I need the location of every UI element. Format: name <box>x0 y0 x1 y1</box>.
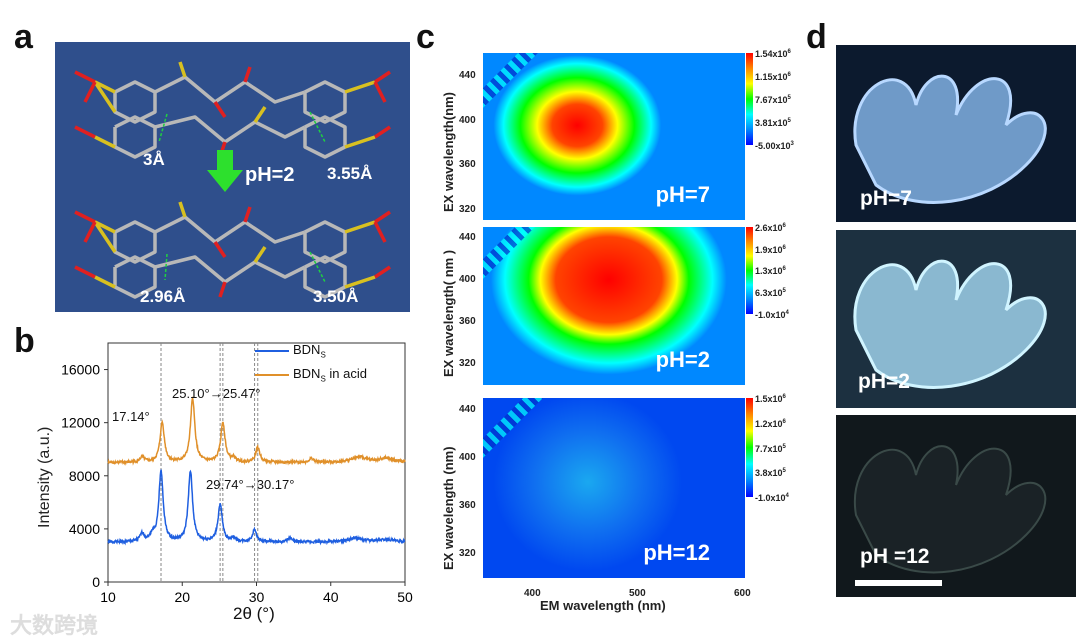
ph-label: pH=2 <box>655 347 710 372</box>
distance-label: 3Å <box>143 150 165 169</box>
y-tick: 360 <box>459 500 476 511</box>
ph-label: pH=7 <box>860 187 912 210</box>
leaf-photo-ph12: pH =12 <box>836 415 1076 597</box>
legend-entry: BDNS <box>255 342 326 360</box>
watermark: 大数跨境 <box>10 613 99 638</box>
x-tick: 600 <box>734 588 751 599</box>
colorbar-label: -5.00x103 <box>755 140 794 151</box>
y-tick-label: 8000 <box>69 468 100 484</box>
rayleigh-scatter-band <box>483 53 582 124</box>
panel-label-b: b <box>14 322 35 360</box>
y-tick: 320 <box>459 548 476 559</box>
peak-annotation: 25.10°→25.47° <box>172 386 261 401</box>
y-tick: 440 <box>459 231 476 243</box>
ph-label: pH =12 <box>860 545 930 568</box>
y-tick: 320 <box>459 357 476 369</box>
distance-label: 2.96Å <box>140 287 186 306</box>
colorbar-label: 2.6x106 <box>755 223 786 233</box>
y-axis-label: EX wavelength( nm ) <box>441 249 456 377</box>
ph-label: pH=7 <box>655 182 710 207</box>
eem-heatmap: pH=2 <box>483 227 745 385</box>
colorbar-label: 7.7x105 <box>755 443 786 454</box>
colorbar-label: 1.54x106 <box>755 49 791 59</box>
rayleigh-scatter-band <box>483 398 582 473</box>
y-tick-label: 0 <box>92 574 100 590</box>
colorbar <box>746 398 753 497</box>
leaf-photo-ph2: pH=2 <box>836 230 1076 408</box>
molecular-structure-panel: 3Å pH=2 3.55Å 2.96Å 3.50Å <box>55 42 410 312</box>
colorbar-label: 1.2x106 <box>755 418 786 429</box>
molecule-sticks <box>73 61 392 299</box>
legend-swatch <box>255 373 289 376</box>
panel-label-a: a <box>14 18 33 56</box>
distance-label: 3.50Å <box>313 287 359 306</box>
series-line-0 <box>107 469 406 546</box>
x-tick-label: 40 <box>323 589 339 605</box>
molecule-layer <box>74 61 391 159</box>
colorbar-label: -1.0x104 <box>755 309 789 320</box>
scale-bar <box>855 580 942 586</box>
peak-annotation: 29.74°→30.17° <box>206 477 295 492</box>
colorbar-label: 1.15x106 <box>755 71 791 82</box>
x-tick: 400 <box>524 588 541 599</box>
y-tick: 400 <box>459 452 476 463</box>
colorbar <box>746 227 753 314</box>
y-tick-label: 16000 <box>61 362 100 378</box>
leaf-photo-ph7: pH=7 <box>836 45 1076 222</box>
y-tick-label: 4000 <box>69 521 100 537</box>
eem-heatmap: pH=12 <box>483 398 745 578</box>
legend-swatch <box>255 349 289 352</box>
y-tick-label: 12000 <box>61 415 100 431</box>
y-axis-label: EX wavelength(nm) <box>441 92 456 212</box>
panel-label-c: c <box>416 18 435 56</box>
x-axis-label: EM wavelength (nm) <box>540 598 666 613</box>
colorbar-label: 3.81x105 <box>755 117 791 128</box>
colorbar-label: 6.3x105 <box>755 288 786 299</box>
ph-label: pH=2 <box>245 164 295 186</box>
y-tick: 440 <box>459 404 476 415</box>
xrd-chart: 10 20 30 40 50 0 4000 8000 12000 16000 <box>61 342 413 605</box>
y-axis-label: Intensity (a.u.) <box>36 426 53 528</box>
ph-label: pH=2 <box>858 370 910 393</box>
x-tick-label: 10 <box>100 589 116 605</box>
colorbar-label: 7.67x105 <box>755 94 791 105</box>
rayleigh-scatter-band <box>483 227 582 295</box>
x-axis-label: 2θ (°) <box>233 604 275 623</box>
colorbar-label: 1.5x106 <box>755 394 786 404</box>
colorbar-label: -1.0x104 <box>755 493 789 503</box>
y-tick: 360 <box>459 159 476 171</box>
legend-entry: BDNS in acid <box>255 366 367 384</box>
colorbar <box>746 53 753 145</box>
y-tick: 360 <box>459 315 476 327</box>
ph-label: pH=12 <box>643 540 710 565</box>
series-line-1 <box>107 395 406 466</box>
peak-annotation: 17.14° <box>112 409 150 424</box>
down-arrow-icon <box>207 150 243 192</box>
y-tick: 400 <box>459 273 476 285</box>
eem-heatmap: pH=7 <box>483 53 745 220</box>
y-tick: 320 <box>459 203 476 215</box>
y-tick: 400 <box>459 114 476 126</box>
distance-label: 3.55Å <box>327 164 373 183</box>
panel-label-d: d <box>806 18 827 56</box>
x-tick-label: 50 <box>397 589 413 605</box>
colorbar-label: 3.8x105 <box>755 468 786 479</box>
y-tick: 440 <box>459 70 476 82</box>
x-tick-label: 20 <box>174 589 190 605</box>
colorbar-label: 1.3x106 <box>755 266 786 277</box>
y-axis-label: EX wavelength (nm) <box>441 446 456 570</box>
colorbar-label: 1.9x106 <box>755 244 786 255</box>
x-tick-label: 30 <box>249 589 265 605</box>
x-tick: 500 <box>629 588 646 599</box>
